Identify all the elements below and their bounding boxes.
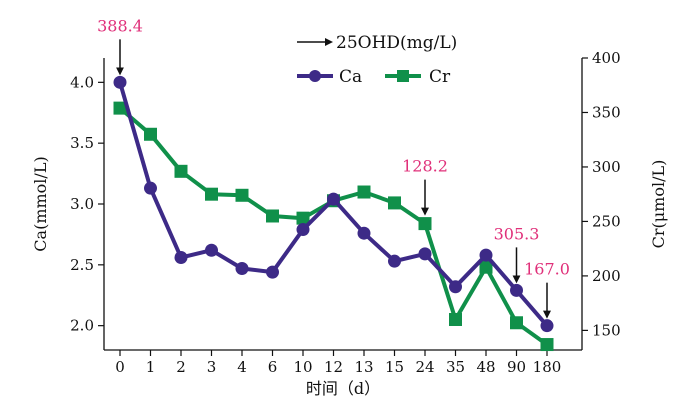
series-cr-point [479, 260, 493, 274]
series-cr-point [296, 211, 310, 225]
right-axis-title: Cr(μmol/L) [649, 160, 668, 249]
right-tick-label: 250 [592, 212, 621, 230]
series-ca-point [510, 283, 523, 297]
series-cr-point [510, 316, 523, 330]
series-ca-point [449, 280, 462, 294]
series-ca-point [479, 248, 493, 262]
legend: 25OHD(mg/L) Ca Cr [297, 33, 457, 87]
right-tick-label: 400 [592, 49, 621, 67]
series-cr-point [205, 187, 218, 201]
legend-ca-label: Ca [339, 67, 362, 87]
right-tick-label: 300 [592, 158, 621, 176]
series-ca-point [235, 261, 249, 275]
x-tick-label: 10 [293, 358, 312, 376]
series-ca-point [357, 226, 371, 240]
series-layer [113, 75, 554, 352]
series-ca-point [174, 251, 188, 265]
series-ca-point [327, 192, 340, 206]
x-tick-label: 90 [507, 358, 526, 376]
series-cr-point [418, 217, 432, 231]
left-tick-label: 3.5 [70, 134, 94, 152]
x-tick-label: 4 [237, 358, 247, 376]
right-tick-label: 200 [592, 267, 621, 285]
x-tick-label: 0 [115, 358, 125, 376]
series-cr-point [388, 196, 401, 210]
x-tick-label: 2 [176, 358, 186, 376]
left-tick-label: 3.0 [70, 195, 94, 213]
x-tick-label: 180 [533, 358, 562, 376]
series-cr-point [266, 209, 279, 223]
series-cr-point [540, 338, 554, 352]
x-axis-ticks: 0 1 2 3 4 6 10 12 13 15 24 35 48 90 180 [115, 350, 561, 376]
left-tick-label: 2.5 [70, 256, 94, 274]
legend-arrow-label: 25OHD(mg/L) [336, 33, 457, 53]
series-ca-point [296, 223, 310, 237]
x-tick-label: 48 [476, 358, 495, 376]
left-axis-title: Ca(mmol/L) [31, 156, 50, 251]
series-ca-point [144, 181, 157, 195]
left-tick-label: 2.0 [70, 317, 94, 335]
left-axis-ticks: 2.0 2.5 3.0 3.5 4.0 [70, 73, 104, 335]
series-cr-line [118, 106, 549, 347]
right-axis-ticks: 150 200 250 300 350 400 [582, 49, 621, 339]
annotation-label: 128.2 [402, 157, 448, 176]
series-ca-point [266, 265, 279, 279]
series-ca-point [540, 319, 554, 333]
legend-cr-label: Cr [429, 67, 451, 87]
left-tick-label: 4.0 [70, 73, 94, 91]
annotation-layer: 388.4 128.2 305.3 167.0 [97, 16, 570, 319]
x-tick-label: 13 [354, 358, 373, 376]
series-cr-point [449, 312, 462, 326]
x-tick-label: 15 [385, 358, 404, 376]
series-cr-point [357, 185, 371, 199]
series-cr-point [144, 127, 157, 141]
series-ca-point [205, 243, 218, 257]
annotation-label: 167.0 [524, 260, 570, 279]
x-tick-label: 3 [207, 358, 217, 376]
right-tick-label: 350 [592, 103, 621, 121]
series-ca-point [113, 75, 127, 89]
x-tick-label: 6 [268, 358, 278, 376]
series-ca-point [388, 254, 401, 268]
x-axis-title: 时间（d） [306, 379, 380, 398]
x-tick-label: 1 [146, 358, 156, 376]
x-tick-label: 24 [415, 358, 434, 376]
x-tick-label: 35 [446, 358, 465, 376]
series-cr-point [235, 188, 249, 202]
annotation-label: 305.3 [494, 224, 540, 243]
series-ca-point [418, 247, 432, 261]
series-cr-point [113, 101, 127, 115]
x-tick-label: 12 [324, 358, 343, 376]
legend-ca-marker [309, 70, 321, 82]
annotation-label: 388.4 [97, 16, 143, 35]
right-tick-label: 150 [592, 321, 621, 339]
series-cr-point [174, 164, 188, 178]
legend-cr-marker [397, 70, 409, 82]
